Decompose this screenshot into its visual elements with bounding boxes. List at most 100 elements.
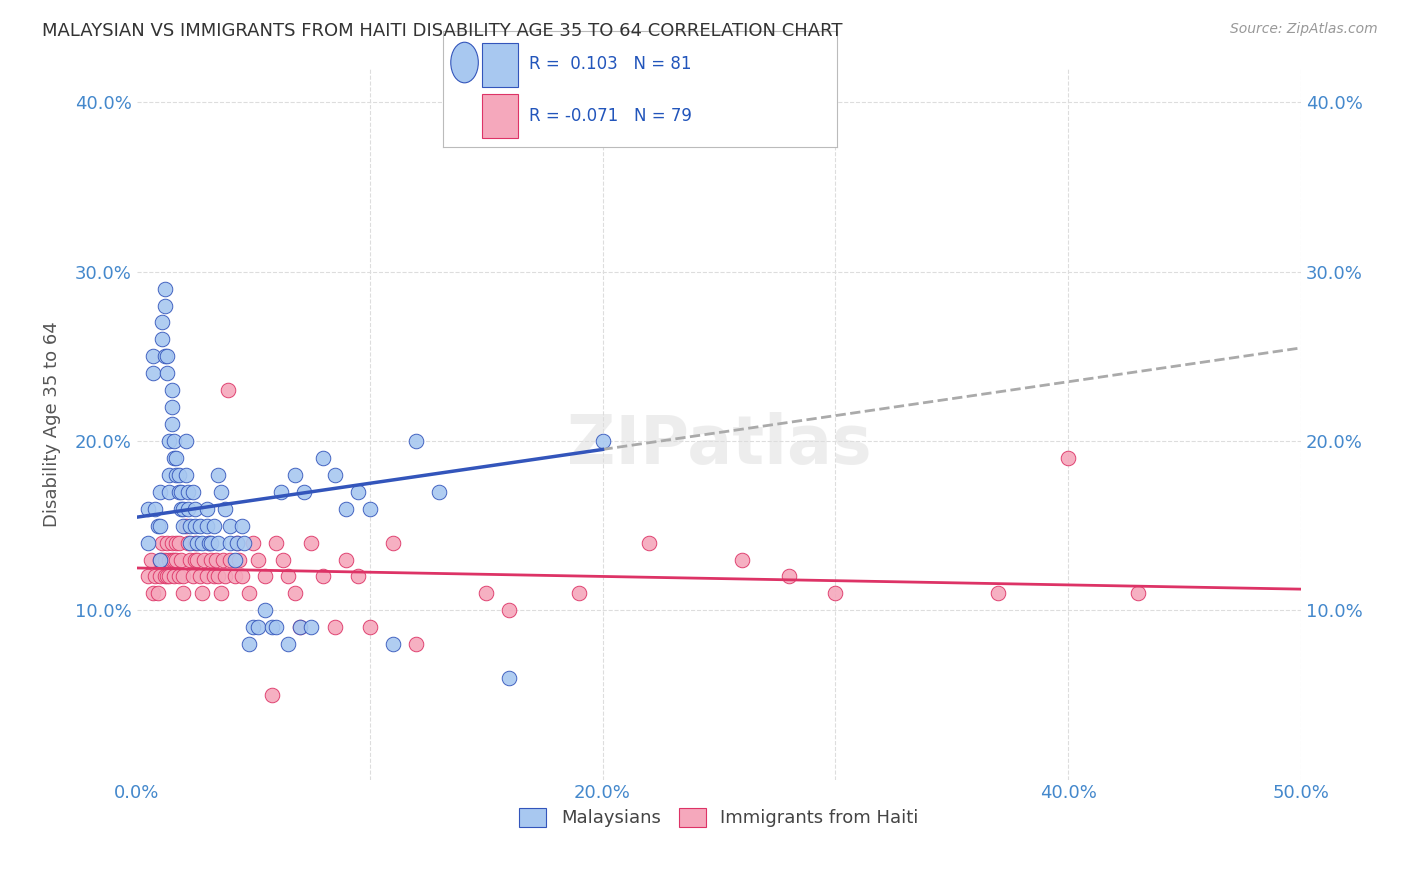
Point	[266, 620, 288, 634]
Point	[232, 535, 254, 549]
Point	[242, 535, 264, 549]
Point	[145, 501, 167, 516]
Point	[150, 535, 173, 549]
Point	[153, 552, 176, 566]
Point	[179, 552, 201, 566]
Point	[184, 535, 207, 549]
Point	[219, 535, 242, 549]
Point	[731, 552, 754, 566]
Point	[299, 620, 322, 634]
Point	[323, 467, 346, 482]
Point	[179, 518, 201, 533]
Point	[498, 671, 520, 685]
Point	[288, 620, 311, 634]
Point	[167, 484, 190, 499]
Point	[138, 569, 160, 583]
Point	[160, 383, 183, 397]
Point	[381, 637, 404, 651]
Point	[149, 552, 172, 566]
Point	[405, 434, 427, 448]
Point	[778, 569, 800, 583]
Legend: Malaysians, Immigrants from Haiti: Malaysians, Immigrants from Haiti	[512, 801, 925, 835]
Point	[160, 417, 183, 431]
Point	[146, 586, 169, 600]
Point	[498, 603, 520, 617]
Point	[260, 688, 283, 702]
Point	[153, 299, 176, 313]
Point	[987, 586, 1010, 600]
Point	[224, 569, 246, 583]
Point	[347, 484, 370, 499]
Text: ZIPatlas: ZIPatlas	[567, 412, 872, 478]
Point	[142, 366, 165, 380]
Point	[177, 535, 200, 549]
Point	[219, 552, 242, 566]
Point	[193, 552, 215, 566]
Point	[146, 518, 169, 533]
Point	[138, 535, 160, 549]
Point	[225, 535, 247, 549]
FancyBboxPatch shape	[482, 94, 517, 138]
Point	[273, 552, 295, 566]
Point	[231, 518, 253, 533]
Point	[153, 569, 176, 583]
Y-axis label: Disability Age 35 to 64: Disability Age 35 to 64	[44, 321, 60, 527]
Text: Source: ZipAtlas.com: Source: ZipAtlas.com	[1230, 22, 1378, 37]
Point	[139, 552, 162, 566]
Point	[246, 552, 269, 566]
Point	[224, 552, 246, 566]
Point	[170, 501, 193, 516]
Point	[179, 535, 201, 549]
Point	[174, 467, 197, 482]
Point	[172, 518, 194, 533]
Point	[359, 620, 381, 634]
Point	[277, 569, 299, 583]
Point	[149, 518, 172, 533]
Text: R = -0.071   N = 79: R = -0.071 N = 79	[530, 107, 692, 125]
Point	[153, 282, 176, 296]
Point	[568, 586, 591, 600]
Point	[824, 586, 846, 600]
Point	[138, 501, 160, 516]
Point	[167, 569, 190, 583]
Point	[198, 535, 221, 549]
Point	[238, 637, 260, 651]
Point	[142, 349, 165, 363]
Point	[214, 501, 236, 516]
Ellipse shape	[451, 42, 478, 83]
Point	[405, 637, 427, 651]
Point	[638, 535, 661, 549]
Point	[294, 484, 316, 499]
Point	[186, 552, 208, 566]
Point	[156, 535, 179, 549]
Point	[202, 518, 225, 533]
Point	[149, 552, 172, 566]
Point	[212, 552, 235, 566]
Point	[209, 484, 232, 499]
Point	[200, 552, 222, 566]
Point	[246, 620, 269, 634]
Point	[359, 501, 381, 516]
Point	[149, 484, 172, 499]
Point	[150, 316, 173, 330]
Point	[592, 434, 614, 448]
Point	[242, 620, 264, 634]
Point	[181, 484, 204, 499]
Point	[165, 552, 187, 566]
Point	[165, 450, 187, 465]
Point	[209, 586, 232, 600]
Point	[170, 484, 193, 499]
Point	[1057, 450, 1080, 465]
Point	[156, 366, 179, 380]
Point	[172, 586, 194, 600]
Point	[228, 552, 250, 566]
Point	[284, 467, 307, 482]
Point	[323, 620, 346, 634]
Point	[150, 552, 173, 566]
Point	[188, 569, 211, 583]
Point	[156, 349, 179, 363]
Point	[288, 620, 311, 634]
Point	[149, 569, 172, 583]
Point	[335, 501, 357, 516]
Point	[299, 535, 322, 549]
